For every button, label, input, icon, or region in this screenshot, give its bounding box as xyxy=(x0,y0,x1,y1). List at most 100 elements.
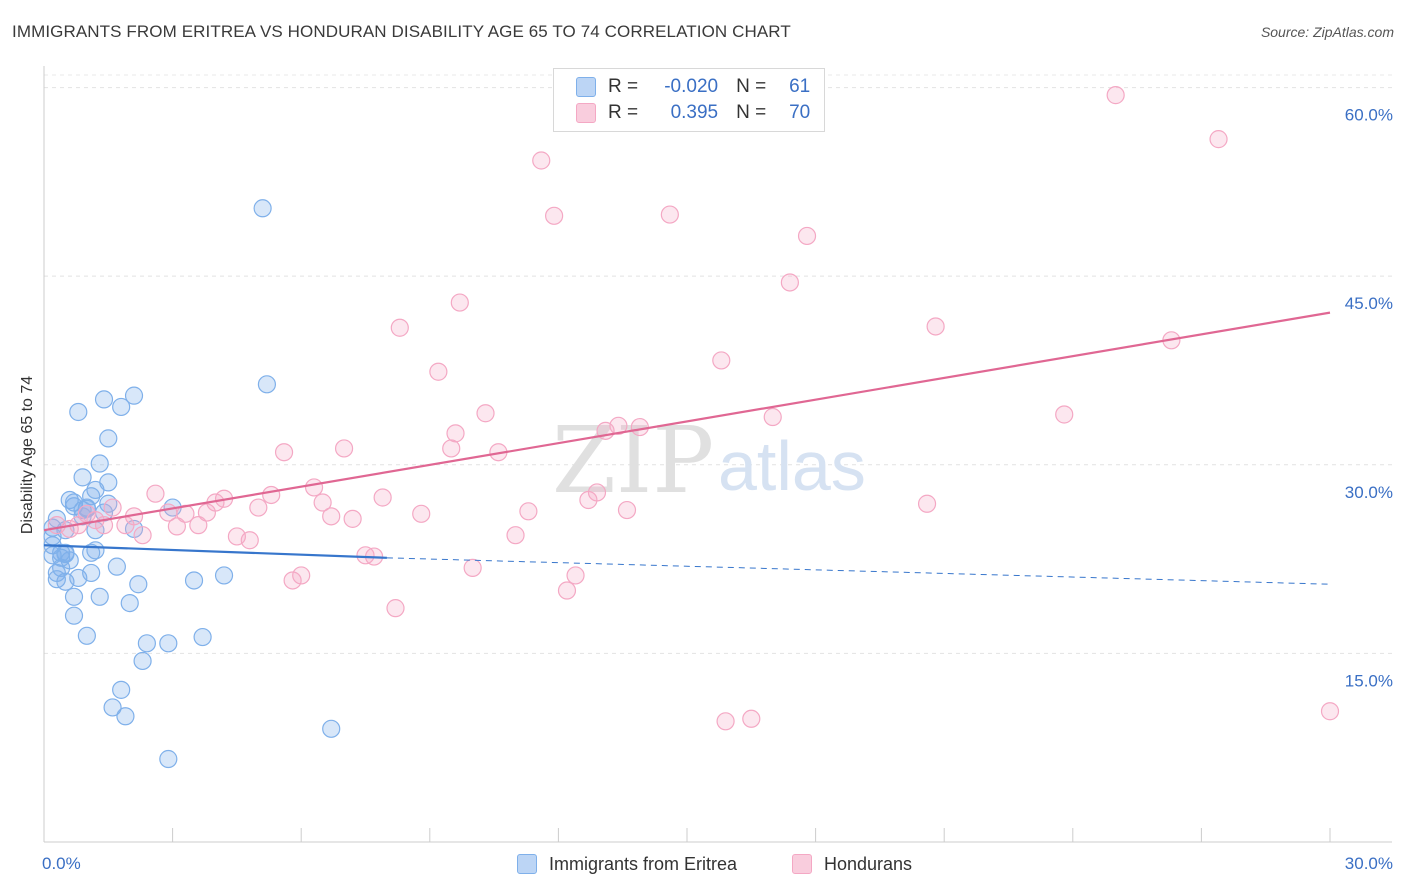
watermark: ZIP atlas xyxy=(552,407,866,514)
correlation-legend: R = -0.020 N = 61 R = 0.395 N = 70 xyxy=(553,68,825,132)
honduran-point xyxy=(545,206,564,225)
honduran-point xyxy=(249,498,268,517)
honduran-point xyxy=(630,417,649,437)
eritrea-point xyxy=(120,593,139,613)
honduran-point xyxy=(133,526,152,545)
legend-row-hondurans: R = 0.395 N = 70 xyxy=(576,100,810,126)
honduran-point xyxy=(322,507,341,526)
honduran-point xyxy=(712,351,731,370)
eritrea-trend-extension xyxy=(386,557,1331,585)
honduran-point xyxy=(1320,702,1340,721)
honduran-point xyxy=(386,599,405,618)
honduran-point xyxy=(1106,86,1125,105)
eritrea-point xyxy=(103,698,122,717)
eritrea-point xyxy=(112,397,131,417)
eritrea-point xyxy=(77,626,96,645)
honduran-point xyxy=(532,151,551,170)
eritrea-point xyxy=(73,468,92,487)
honduran-point xyxy=(716,712,735,731)
legend-r-label: R = xyxy=(608,102,639,123)
legend-n-label: N = xyxy=(736,102,767,123)
honduran-point xyxy=(506,526,525,545)
honduran-point xyxy=(283,571,302,590)
eritrea-point xyxy=(133,651,152,671)
honduran-point xyxy=(390,318,409,337)
honduran-point xyxy=(476,404,495,423)
eritrea-trend-line xyxy=(43,544,387,559)
honduran-point xyxy=(274,443,294,462)
y-tick-label: 60.0% xyxy=(1345,106,1393,125)
eritrea-point xyxy=(137,634,156,653)
eritrea-point xyxy=(90,587,109,606)
legend-n-value: 61 xyxy=(789,76,811,97)
honduran-point xyxy=(742,709,761,728)
eritrea-point xyxy=(86,541,105,560)
chart-title: IMMIGRANTS FROM ERITREA VS HONDURAN DISA… xyxy=(12,22,791,41)
honduran-point xyxy=(334,439,354,458)
honduran-point xyxy=(557,581,577,600)
honduran-point xyxy=(1209,130,1228,149)
honduran-point xyxy=(519,502,538,521)
honduran-point xyxy=(450,293,469,312)
honduran-point xyxy=(103,498,122,517)
honduran-point xyxy=(146,484,165,503)
eritrea-point xyxy=(52,548,71,567)
honduran-point xyxy=(763,407,782,427)
hondurans-swatch xyxy=(576,103,596,123)
eritrea-point xyxy=(107,557,126,576)
watermark-zip: ZIP xyxy=(552,407,714,514)
honduran-point xyxy=(262,485,281,505)
eritrea-point xyxy=(64,587,84,606)
y-tick-label: 45.0% xyxy=(1345,294,1393,313)
eritrea-point xyxy=(77,498,96,517)
honduran-point xyxy=(240,531,259,550)
eritrea-point xyxy=(116,707,135,726)
eritrea-point xyxy=(159,749,178,769)
eritrea-point xyxy=(94,390,114,409)
eritrea-point xyxy=(214,566,234,585)
y-tick-label: 30.0% xyxy=(1345,483,1393,502)
honduran-trend-line xyxy=(43,311,1331,532)
eritrea-point xyxy=(322,719,341,738)
honduran-point xyxy=(292,566,311,585)
honduran-point xyxy=(304,478,324,497)
legend-r-label: R = xyxy=(608,76,639,97)
bottom-legend-eritrea: Immigrants from Eritrea xyxy=(517,852,737,876)
honduran-point xyxy=(189,516,208,535)
watermark-atlas: atlas xyxy=(718,427,866,505)
honduran-point xyxy=(463,558,482,577)
honduran-point xyxy=(313,493,332,512)
eritrea-bottom-swatch xyxy=(517,854,537,874)
legend-r-value: 0.395 xyxy=(670,102,719,123)
honduran-point xyxy=(442,439,461,458)
honduran-point xyxy=(429,362,448,381)
y-axis-label: Disability Age 65 to 74 xyxy=(19,376,36,534)
axis-layer: 15.0% 30.0% 45.0% 60.0% 0.0% 30.0% xyxy=(42,66,1393,873)
honduran-point xyxy=(926,317,945,336)
honduran-point xyxy=(587,483,607,502)
bottom-legend-hondurans: Hondurans xyxy=(792,852,912,876)
honduran-point xyxy=(780,273,799,292)
honduran-point xyxy=(373,488,392,507)
eritrea-point xyxy=(193,627,212,647)
honduran-point xyxy=(167,517,186,536)
eritrea-point xyxy=(64,606,84,625)
eritrea-point xyxy=(99,473,118,492)
honduran-point xyxy=(412,504,431,523)
eritrea-point xyxy=(129,575,148,594)
honduran-point xyxy=(917,494,937,513)
trend-layer xyxy=(43,311,1331,585)
honduran-point xyxy=(1055,405,1074,424)
x-tick-label: 0.0% xyxy=(42,854,81,873)
eritrea-point xyxy=(159,634,178,653)
legend-row-eritrea: R = -0.020 N = 61 xyxy=(576,74,810,100)
honduran-point xyxy=(446,424,465,443)
honduran-point xyxy=(797,226,817,246)
honduran-point xyxy=(617,500,637,520)
eritrea-point xyxy=(257,375,277,394)
honduran-point xyxy=(660,205,679,224)
bottom-legend-hondurans-label: Hondurans xyxy=(824,853,913,874)
eritrea-swatch xyxy=(576,77,596,97)
honduran-point xyxy=(609,416,628,435)
